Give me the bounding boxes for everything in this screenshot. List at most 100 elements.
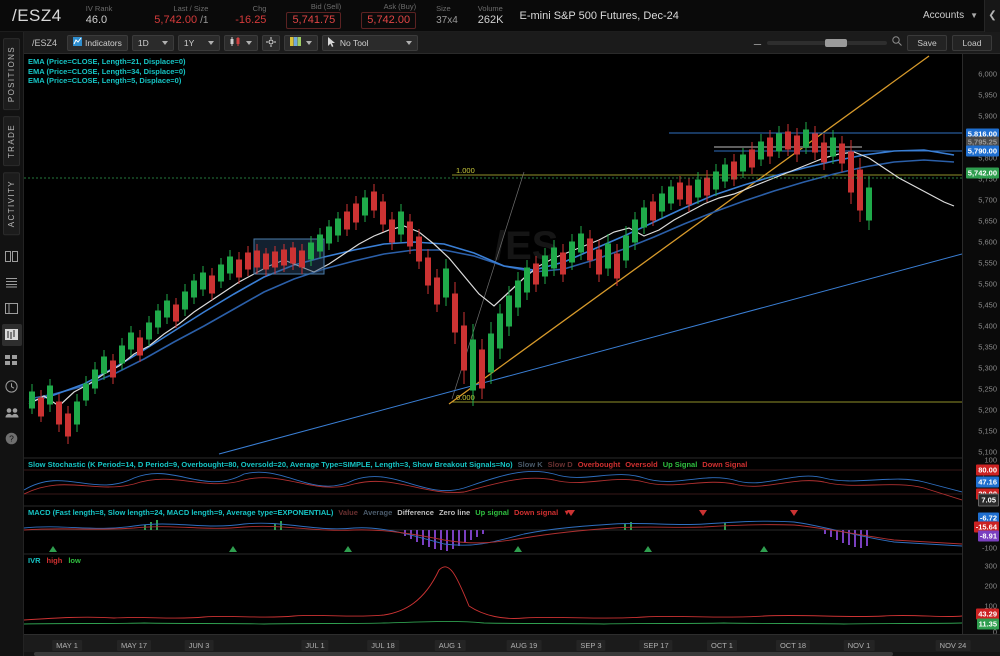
- grid-icon[interactable]: [2, 350, 22, 372]
- stoch-slow-k-line: [24, 470, 962, 493]
- price-tick: 5,900: [978, 111, 997, 121]
- ivr-high-line: [24, 566, 962, 621]
- ask-button[interactable]: 5,742.00: [361, 12, 417, 29]
- symbol-title[interactable]: /ESZ4: [12, 5, 62, 25]
- price-tick: 5,950: [978, 90, 997, 100]
- date-tick: MAY 1: [52, 640, 82, 651]
- aggregation-value: 1D: [137, 37, 149, 48]
- price-tick: 5,800: [978, 153, 997, 163]
- price-tick: 5,400: [978, 321, 997, 331]
- accounts-label: Accounts: [922, 10, 965, 21]
- ivr-marker-low: 11.35: [976, 618, 999, 630]
- quote-field-bid[interactable]: Bid (Sell) 5,741.75: [276, 0, 351, 32]
- list-icon[interactable]: [2, 272, 22, 294]
- style-dropdown[interactable]: [283, 34, 318, 51]
- stochastic-legend: Slow Stochastic (K Period=14, D Period=9…: [28, 460, 747, 469]
- chart-canvas[interactable]: /ES 1.000 0.000: [24, 54, 962, 656]
- quote-value-change: -16.25: [235, 14, 267, 26]
- ivr-tick-300: 300: [984, 561, 997, 571]
- accounts-selector[interactable]: Accounts ▼: [923, 10, 984, 21]
- chevron-down-icon: ▼: [970, 11, 978, 20]
- period-dropdown[interactable]: 1Y: [177, 34, 220, 51]
- macd-legend-down-signal: Down signal: [514, 508, 559, 517]
- stoch-tick-100: 100: [984, 455, 997, 465]
- ivr-tick-0: 0: [992, 627, 997, 637]
- price-tick: 5,300: [978, 363, 997, 373]
- drawing-tool-dropdown[interactable]: No Tool: [321, 34, 418, 51]
- chevron-down-icon: [161, 40, 168, 45]
- quote-value-ask: 5,742.00: [367, 14, 411, 26]
- ivr-marker-high: 43.29: [976, 608, 999, 620]
- zoom-slider-thumb[interactable]: [825, 38, 847, 47]
- ivr-tick-200: 200: [984, 581, 997, 591]
- fib-label-0000: 0.000: [456, 393, 475, 402]
- save-button[interactable]: Save: [907, 34, 947, 51]
- macd-legend-zero-line: Zero line: [438, 508, 471, 517]
- ema-legend-34: EMA (Price=CLOSE, Length=34, Displace=0): [28, 66, 186, 76]
- magnifier-icon[interactable]: [892, 36, 902, 49]
- chevron-down-icon: [245, 40, 252, 45]
- indicators-label: Indicators: [85, 37, 122, 48]
- book-icon[interactable]: [2, 246, 22, 268]
- people-icon[interactable]: [2, 402, 22, 424]
- quote-field-volume: Volume 262K: [468, 0, 514, 32]
- toolbar-symbol[interactable]: /ESZ4: [32, 37, 58, 48]
- chart-icon[interactable]: [1, 323, 22, 346]
- date-tick: JUL 1: [301, 640, 329, 651]
- price-tick: 5,550: [978, 258, 997, 268]
- candlestick-series: [29, 122, 872, 444]
- price-tick: 5,250: [978, 384, 997, 394]
- stochastic-legend-down-signal: Down Signal: [702, 460, 748, 469]
- stochastic-legend-slow-k: Slow K: [517, 460, 543, 469]
- price-tick: 5,200: [978, 405, 997, 415]
- ivr-tick-100: 100: [984, 601, 997, 611]
- horizontal-scrollbar-thumb[interactable]: [33, 652, 893, 656]
- macd-collapse-icon[interactable]: ▼: [563, 508, 571, 517]
- macd-legend: MACD (Fast length=8, Slow length=24, MAC…: [28, 508, 571, 517]
- price-tick: 5,100: [978, 447, 997, 457]
- date-axis[interactable]: MAY 1 MAY 17 JUN 3 JUL 1 JUL 18 AUG 1 AU…: [24, 634, 1000, 656]
- macd-marker-difference: -8.91: [977, 530, 999, 542]
- price-marker-secondary: 5,795.25: [965, 136, 999, 148]
- date-tick: MAY 17: [117, 640, 151, 651]
- quote-field-ask[interactable]: Ask (Buy) 5,742.00: [351, 0, 426, 32]
- zoom-controls: ⚊ Save Load: [753, 34, 996, 51]
- macd-legend-value: Value: [338, 508, 358, 517]
- chart-type-dropdown[interactable]: [223, 34, 258, 51]
- macd-legend-difference: Difference: [397, 508, 434, 517]
- price-tick: 5,650: [978, 216, 997, 226]
- load-button[interactable]: Load: [952, 34, 992, 51]
- clock-icon[interactable]: [2, 376, 22, 398]
- trendline-blue-lower: [218, 253, 962, 455]
- chart-toolbar: /ESZ4 Indicators 1D 1Y: [24, 32, 1000, 54]
- quote-label-volume: Volume: [477, 4, 503, 13]
- sidebar-tab-trade[interactable]: TRADE: [3, 116, 20, 167]
- ema-21-line: [28, 149, 955, 403]
- chevron-left-icon[interactable]: ❮: [984, 0, 1000, 32]
- chart-area[interactable]: /ES 1.000 0.000: [24, 54, 1000, 656]
- magnifier-minus-icon[interactable]: ⚊: [753, 37, 762, 48]
- bid-button[interactable]: 5,741.75: [286, 12, 342, 29]
- instrument-description: E-mini S&P 500 Futures, Dec-24: [519, 9, 679, 22]
- price-tick: 5,500: [978, 279, 997, 289]
- horizontal-scrollbar[interactable]: [24, 652, 1000, 656]
- price-marker-last: 5,742.00: [965, 167, 999, 179]
- date-tick: JUN 3: [184, 640, 214, 651]
- chart-settings-button[interactable]: [261, 34, 280, 51]
- price-axis[interactable]: 6,000 5,950 5,900 5,850 5,800 5,750 5,70…: [962, 54, 1000, 656]
- panel-icon[interactable]: [2, 298, 22, 320]
- indicators-button[interactable]: Indicators: [67, 34, 128, 51]
- quote-label-change: Chg: [252, 4, 267, 13]
- date-tick: SEP 17: [639, 640, 673, 651]
- fib-label-1000: 1.000: [456, 166, 475, 175]
- sidebar-tab-activity[interactable]: ACTIVITY: [3, 172, 20, 236]
- quote-value-last-size: /1: [200, 15, 209, 26]
- uptrend-line-orange: [448, 55, 930, 405]
- sidebar-tab-positions[interactable]: POSITIONS: [3, 38, 20, 111]
- quote-value-iv-rank: 46.0: [85, 14, 108, 26]
- quote-value-size: 37x4: [436, 15, 458, 26]
- quote-value-volume: 262K: [477, 14, 504, 26]
- zoom-slider[interactable]: [767, 38, 887, 47]
- aggregation-dropdown[interactable]: 1D: [131, 34, 174, 51]
- help-icon[interactable]: ?: [2, 428, 22, 450]
